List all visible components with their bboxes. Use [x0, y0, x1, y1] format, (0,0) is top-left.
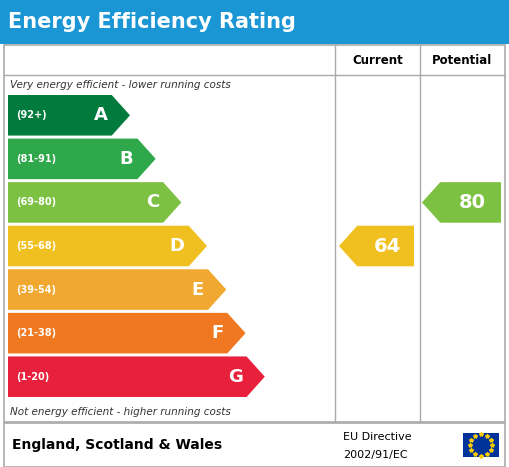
Text: F: F [211, 324, 223, 342]
Text: (69-80): (69-80) [16, 198, 56, 207]
Text: A: A [94, 106, 108, 124]
Text: England, Scotland & Wales: England, Scotland & Wales [12, 438, 222, 452]
Text: E: E [192, 281, 204, 298]
Text: (39-54): (39-54) [16, 284, 56, 295]
Text: (92+): (92+) [16, 110, 47, 120]
Text: (21-38): (21-38) [16, 328, 56, 338]
Polygon shape [8, 139, 156, 179]
Text: (1-20): (1-20) [16, 372, 49, 382]
Polygon shape [8, 226, 207, 266]
Text: B: B [120, 150, 133, 168]
Text: C: C [146, 193, 159, 212]
Polygon shape [8, 269, 227, 310]
Polygon shape [422, 182, 501, 223]
Bar [4, 423, 505, 467]
Bar [0, 0, 509, 44]
Text: Energy Efficiency Rating: Energy Efficiency Rating [8, 12, 296, 32]
Polygon shape [8, 356, 265, 397]
Polygon shape [339, 226, 414, 266]
Text: Very energy efficient - lower running costs: Very energy efficient - lower running co… [10, 80, 231, 90]
Text: 2002/91/EC: 2002/91/EC [343, 450, 408, 460]
Polygon shape [8, 182, 181, 223]
Bar [4, 45, 505, 422]
Text: EU Directive: EU Directive [343, 432, 412, 442]
Text: Not energy efficient - higher running costs: Not energy efficient - higher running co… [10, 407, 231, 417]
Polygon shape [8, 95, 130, 135]
Text: (81-91): (81-91) [16, 154, 56, 164]
Text: 64: 64 [374, 236, 401, 255]
Text: D: D [170, 237, 185, 255]
Text: 80: 80 [459, 193, 486, 212]
Polygon shape [8, 313, 245, 354]
Text: G: G [228, 368, 243, 386]
Text: Potential: Potential [432, 54, 493, 66]
Text: Current: Current [352, 54, 403, 66]
Text: (55-68): (55-68) [16, 241, 56, 251]
Bar [463, 433, 499, 457]
